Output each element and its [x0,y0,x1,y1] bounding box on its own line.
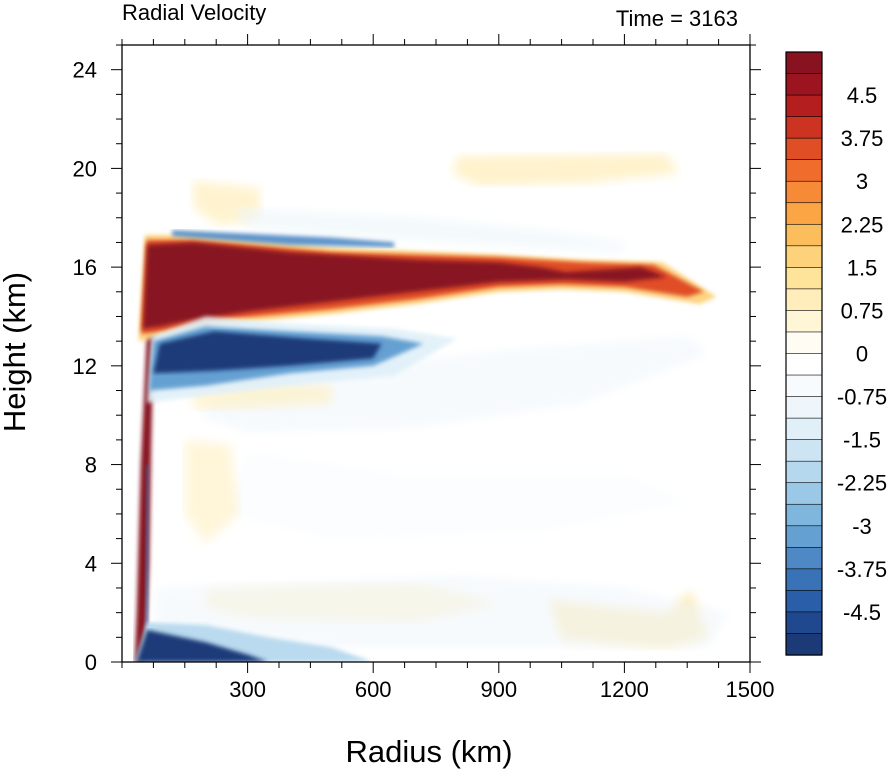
colorbar-bin [785,460,823,484]
y-axis-label: Height (km) [0,272,32,432]
colorbar-bin [785,223,823,247]
colorbar-bin [785,417,823,441]
x-tick-label: 1500 [726,677,775,702]
colorbar-tick-label: 0 [856,342,868,367]
colorbar-tick-label: 1.5 [847,255,878,280]
colorbar-bin [785,180,823,204]
colorbar-bin [785,202,823,225]
colorbar-bin [785,116,823,139]
colorbar-tick-label: 3.75 [841,126,884,151]
colorbar-bin [785,137,823,161]
colorbar-bin [785,73,823,96]
colorbar-bin [785,547,823,570]
weak-inflow-near-surface [155,575,730,648]
colorbar-tick-label: -1.5 [843,428,881,453]
colorbar-bin [785,353,823,376]
colorbar [785,51,823,656]
colorbar-bin [785,633,823,656]
y-tick-labels: 0 4 8 12 16 20 24 [73,58,97,675]
colorbar-bin [785,331,823,355]
weak-inflow-beneath [197,336,709,433]
chart-title-right: Time = 3163 [616,6,738,31]
colorbar-bin [785,439,823,462]
colorbar-tick-label: -4.5 [843,600,881,625]
weak-inflow-above-jet [235,207,625,253]
colorbar-tick-label: 0.75 [841,298,884,323]
y-tick-label: 4 [85,551,97,576]
axis-ticks [111,34,761,673]
boundary-layer-inflow-core [136,629,269,662]
weak-outflow-top [452,153,679,186]
colorbar-bin [785,568,823,591]
y-tick-label: 0 [85,650,97,675]
velocity-field [122,45,750,662]
colorbar-bin [785,525,823,548]
colorbar-bin [785,396,823,419]
x-tick-label: 600 [355,677,392,702]
colorbar-bin [785,267,823,290]
colorbar-tick-label: -3 [852,514,872,539]
colorbar-bin [785,611,823,635]
y-tick-label: 20 [73,156,97,181]
colorbar-tick-label: -3.75 [837,557,887,582]
y-tick-label: 16 [73,255,97,280]
y-tick-label: 24 [73,58,97,83]
x-tick-label: 1200 [600,677,649,702]
y-tick-label: 8 [85,453,97,478]
outflow-jet-core [142,242,667,329]
colorbar-tick-label: 4.5 [847,83,878,108]
colorbar-bin [785,94,823,118]
colorbar-bin [785,310,823,333]
colorbar-tick-label: -2.25 [837,471,887,496]
inflow-sheet-above-jet [172,230,395,248]
weak-outflow-lower [184,439,240,544]
colorbar-bin [785,503,823,527]
eyewall-inflow-strip [145,464,150,650]
y-tick-label: 12 [73,354,97,379]
colorbar-bin [785,374,823,398]
colorbar-labels: 4.5 3.75 3 2.25 1.5 0.75 0 -0.75 -1.5 -2.25 -3 -3.7… [837,83,887,625]
colorbar-bin [785,288,823,312]
colorbar-tick-label: -0.75 [837,385,887,410]
colorbar-bin [785,51,823,75]
weak-inflow-lower-mid [226,452,688,539]
colorbar-bin [785,245,823,268]
colorbar-tick-label: 3 [856,169,868,194]
colorbar-bin [785,159,823,182]
colorbar-bin [785,482,823,505]
x-tick-labels: 300 600 900 1200 1500 [229,677,774,702]
colorbar-bin [785,590,823,613]
x-tick-label: 300 [229,677,266,702]
colorbar-frame [785,51,823,656]
x-tick-label: 900 [480,677,517,702]
colorbar-tick-label: 2.25 [841,212,884,237]
mid-inflow-core [153,331,382,374]
x-axis-label: Radius (km) [345,734,512,769]
chart-title-left: Radial Velocity [122,0,266,25]
